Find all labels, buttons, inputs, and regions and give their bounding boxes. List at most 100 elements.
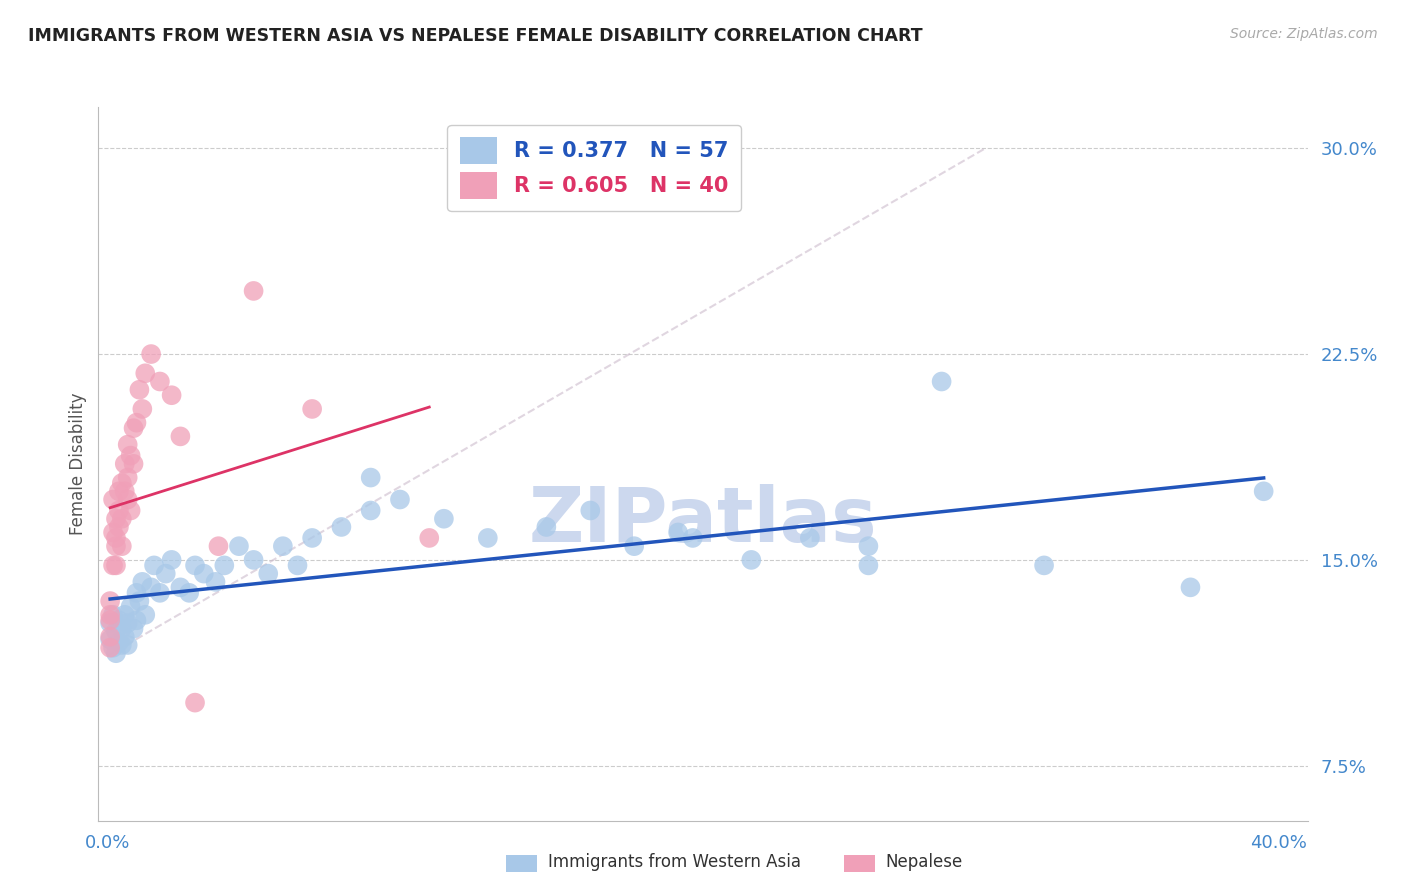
Point	[360, 503, 382, 517]
Point	[360, 470, 382, 484]
Text: Nepalese: Nepalese	[886, 853, 963, 871]
Point	[134, 607, 156, 622]
Point	[169, 429, 191, 443]
Point	[125, 613, 148, 627]
Point	[101, 492, 124, 507]
Point	[160, 388, 183, 402]
Text: IMMIGRANTS FROM WESTERN ASIA VS NEPALESE FEMALE DISABILITY CORRELATION CHART: IMMIGRANTS FROM WESTERN ASIA VS NEPALESE…	[28, 27, 922, 45]
Point	[108, 613, 131, 627]
Point	[117, 638, 139, 652]
Point	[257, 566, 280, 581]
Point	[134, 366, 156, 380]
Point	[98, 594, 121, 608]
Point	[228, 539, 250, 553]
Point	[193, 566, 215, 581]
Point	[131, 401, 153, 416]
Y-axis label: Female Disability: Female Disability	[69, 392, 87, 535]
Point	[128, 594, 150, 608]
Point	[120, 449, 142, 463]
Point	[242, 553, 264, 567]
Point	[117, 437, 139, 451]
Point	[98, 607, 121, 622]
Point	[125, 416, 148, 430]
Point	[160, 553, 183, 567]
Text: Source: ZipAtlas.com: Source: ZipAtlas.com	[1230, 27, 1378, 41]
Point	[207, 539, 229, 553]
Point	[111, 622, 134, 636]
Point	[104, 646, 127, 660]
Point	[131, 574, 153, 589]
Point	[740, 553, 762, 567]
Point	[114, 484, 136, 499]
Point	[104, 558, 127, 573]
Point	[301, 531, 323, 545]
Point	[98, 632, 121, 647]
Point	[104, 531, 127, 545]
Point	[98, 613, 121, 627]
Point	[477, 531, 499, 545]
Point	[101, 525, 124, 540]
Point	[139, 347, 162, 361]
Point	[117, 492, 139, 507]
Point	[184, 696, 207, 710]
Point	[114, 457, 136, 471]
Point	[287, 558, 309, 573]
Text: Immigrants from Western Asia: Immigrants from Western Asia	[548, 853, 801, 871]
Legend: R = 0.377   N = 57, R = 0.605   N = 40: R = 0.377 N = 57, R = 0.605 N = 40	[447, 125, 741, 211]
Point	[122, 457, 145, 471]
Point	[111, 638, 134, 652]
Point	[101, 558, 124, 573]
Point	[117, 470, 139, 484]
Point	[120, 503, 142, 517]
Point	[104, 539, 127, 553]
Point	[114, 630, 136, 644]
Point	[111, 476, 134, 491]
Point	[143, 558, 166, 573]
Point	[139, 580, 162, 594]
Point	[101, 607, 124, 622]
Point	[155, 566, 177, 581]
Point	[101, 640, 124, 655]
Point	[128, 383, 150, 397]
Point	[108, 635, 131, 649]
Text: ZIPatlas: ZIPatlas	[529, 484, 877, 558]
Point	[108, 520, 131, 534]
Point	[579, 503, 602, 517]
Point	[301, 401, 323, 416]
Point	[388, 492, 411, 507]
Point	[418, 531, 440, 545]
Point	[120, 599, 142, 614]
Point	[108, 503, 131, 517]
Point	[433, 512, 456, 526]
Point	[184, 558, 207, 573]
Point	[536, 520, 558, 534]
Point	[114, 607, 136, 622]
Point	[149, 375, 172, 389]
Point	[111, 539, 134, 553]
Point	[104, 624, 127, 639]
Point	[682, 531, 704, 545]
Point	[214, 558, 236, 573]
Point	[623, 539, 645, 553]
Point	[98, 640, 121, 655]
Point	[108, 484, 131, 499]
Point	[111, 512, 134, 526]
Point	[149, 586, 172, 600]
Point	[666, 525, 689, 540]
Point	[858, 539, 880, 553]
Point	[931, 375, 953, 389]
Point	[1180, 580, 1202, 594]
Point	[242, 284, 264, 298]
Point	[1033, 558, 1056, 573]
Point	[125, 586, 148, 600]
Point	[122, 622, 145, 636]
Point	[204, 574, 226, 589]
Point	[104, 512, 127, 526]
Point	[122, 421, 145, 435]
Point	[271, 539, 294, 553]
Point	[858, 558, 880, 573]
Point	[799, 531, 821, 545]
Point	[179, 586, 201, 600]
Point	[169, 580, 191, 594]
Point	[117, 615, 139, 630]
